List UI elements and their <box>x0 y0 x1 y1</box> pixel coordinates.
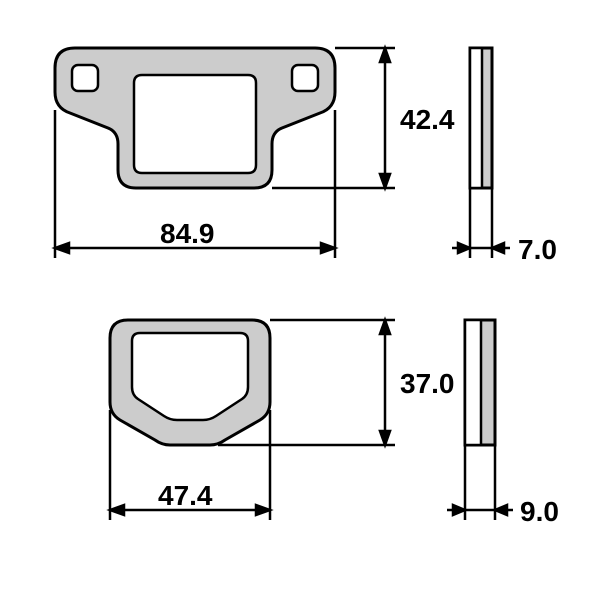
pad1-width-label: 84.9 <box>160 218 215 250</box>
pad2-width-label: 47.4 <box>158 480 213 512</box>
pad2-thickness-label: 9.0 <box>520 496 559 528</box>
pad2-front <box>110 320 270 445</box>
drawing-svg <box>0 0 600 600</box>
pad1-thickness-label: 7.0 <box>518 234 557 266</box>
pad2-side <box>465 320 495 445</box>
technical-drawing-container: 42.4 84.9 7.0 37.0 47.4 9.0 <box>0 0 600 600</box>
pad1-thickness-dim <box>452 188 510 258</box>
pad2-thickness-dim <box>447 445 513 520</box>
pad2-height-label: 37.0 <box>400 368 455 400</box>
pad1-front <box>55 48 335 188</box>
pad1-height-label: 42.4 <box>400 104 455 136</box>
pad1-side <box>470 48 492 188</box>
